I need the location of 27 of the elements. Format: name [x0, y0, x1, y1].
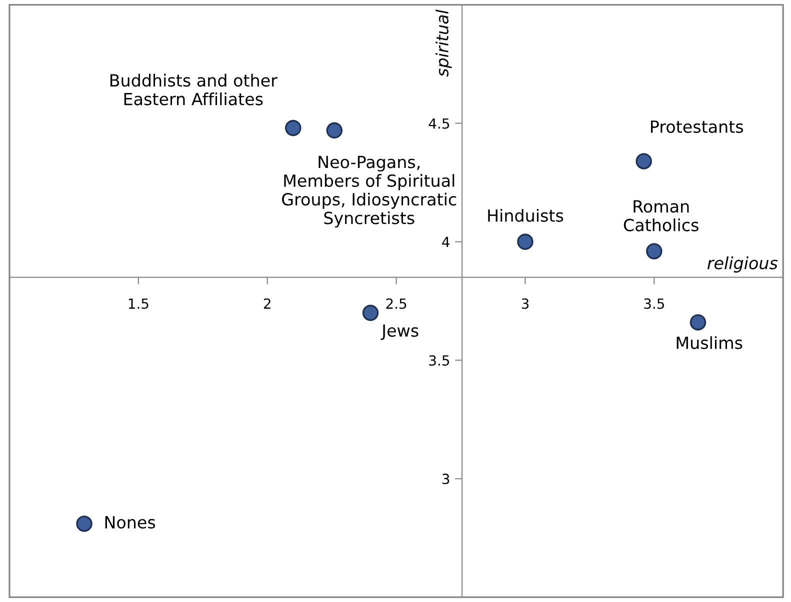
annotation: Roman Catholics [624, 200, 698, 232]
y-tick-label: 4.5 [428, 118, 450, 129]
point [636, 153, 652, 170]
point [517, 234, 534, 250]
annotation: Buddhists and other Eastern Affiliates [110, 74, 278, 106]
point [646, 243, 662, 260]
y-axis-title: spiritual [436, 10, 452, 77]
annotation: Muslims [676, 336, 742, 350]
annotation: Neo-Pagans, Members of Spiritual Groups, Idiosyncratic Syncretists [282, 156, 456, 228]
y-tick-label: 3 [442, 474, 450, 484]
point [76, 516, 92, 532]
annotation: Jews [380, 324, 418, 340]
x-tick-label: 3 [522, 298, 529, 309]
point [326, 122, 343, 139]
point [362, 304, 379, 321]
y-tick-label: 3.5 [429, 355, 450, 366]
annotation: Protestants [651, 120, 744, 133]
point [690, 314, 706, 330]
annotation: Nones [105, 516, 156, 529]
annotation: Hinduists [488, 208, 564, 222]
x-tick-label: 1.5 [128, 298, 148, 309]
x-tick-label: 2.5 [386, 298, 406, 309]
point [285, 120, 302, 136]
x-tick-label: 3.5 [644, 298, 664, 309]
x-axis-title: religious [708, 256, 778, 273]
y-tick-label: 4 [442, 236, 450, 248]
x-tick-label: 2 [264, 298, 270, 309]
